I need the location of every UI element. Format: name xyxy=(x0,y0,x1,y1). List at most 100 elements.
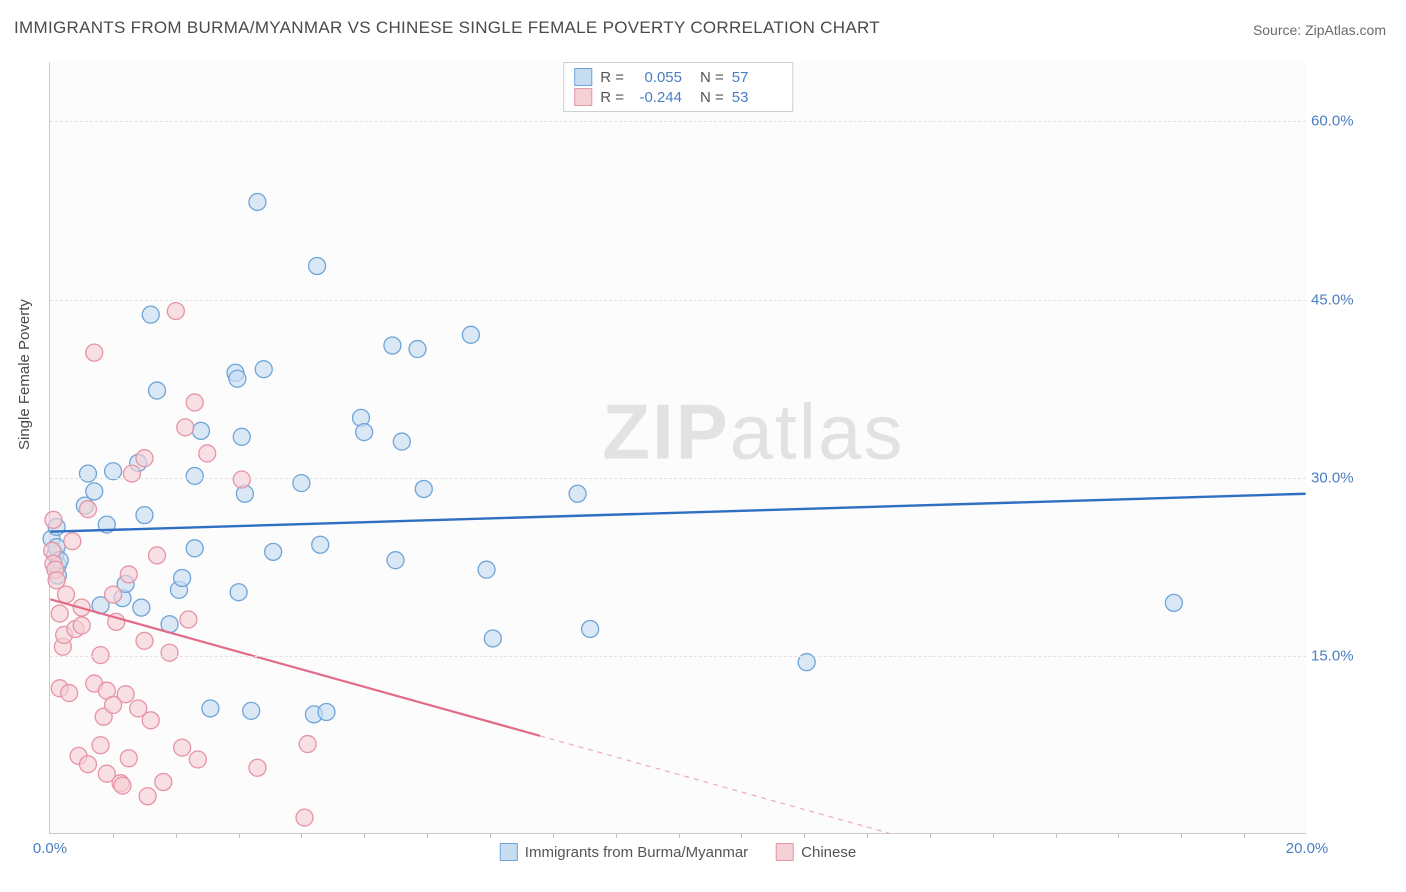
xtick-minor xyxy=(1244,834,1245,838)
data-point xyxy=(249,759,266,776)
ytick-label: 15.0% xyxy=(1311,647,1366,664)
data-point xyxy=(142,306,159,323)
swatch-blue-2 xyxy=(500,843,518,861)
data-point xyxy=(149,547,166,564)
xtick-minor xyxy=(616,834,617,838)
data-point xyxy=(161,644,178,661)
data-point xyxy=(265,543,282,560)
data-point xyxy=(233,428,250,445)
data-point xyxy=(229,370,246,387)
data-point xyxy=(136,450,153,467)
data-point xyxy=(478,561,495,578)
xtick-minor xyxy=(993,834,994,838)
legend-r-label-2: R = xyxy=(600,89,624,106)
legend-n-label: N = xyxy=(700,69,724,86)
data-point xyxy=(243,702,260,719)
y-axis-title: Single Female Poverty xyxy=(16,299,33,450)
data-point xyxy=(155,774,172,791)
xtick-minor xyxy=(427,834,428,838)
data-point xyxy=(249,193,266,210)
data-point xyxy=(114,777,131,794)
data-point xyxy=(569,485,586,502)
data-point xyxy=(202,700,219,717)
xtick-minor xyxy=(364,834,365,838)
xtick-minor xyxy=(930,834,931,838)
data-point xyxy=(64,533,81,550)
data-point xyxy=(484,630,501,647)
data-point xyxy=(86,344,103,361)
data-point xyxy=(299,736,316,753)
legend-item-blue: Immigrants from Burma/Myanmar xyxy=(500,843,748,861)
ytick-label: 60.0% xyxy=(1311,113,1366,130)
data-point xyxy=(415,481,432,498)
data-point xyxy=(86,483,103,500)
xtick-minor xyxy=(113,834,114,838)
ytick-label: 45.0% xyxy=(1311,291,1366,308)
data-point xyxy=(177,419,194,436)
gridline xyxy=(50,656,1306,657)
data-point xyxy=(79,501,96,518)
xtick-minor xyxy=(1181,834,1182,838)
xtick-minor xyxy=(1056,834,1057,838)
legend-r-label: R = xyxy=(600,69,624,86)
gridline xyxy=(50,300,1306,301)
data-point xyxy=(230,584,247,601)
xtick-minor xyxy=(553,834,554,838)
xtick-minor xyxy=(867,834,868,838)
data-point xyxy=(51,605,68,622)
xtick-minor xyxy=(1118,834,1119,838)
data-point xyxy=(136,632,153,649)
xtick-minor xyxy=(679,834,680,838)
swatch-pink xyxy=(574,88,592,106)
data-point xyxy=(167,303,184,320)
trend-line xyxy=(50,599,540,735)
plot-area: ZIPatlas R = 0.055 N = 57 R = -0.244 N =… xyxy=(49,62,1306,834)
data-point xyxy=(462,326,479,343)
xtick-minor xyxy=(490,834,491,838)
legend-n-blue: 57 xyxy=(732,69,782,86)
legend-label-blue: Immigrants from Burma/Myanmar xyxy=(525,844,748,861)
data-point xyxy=(393,433,410,450)
series-legend: Immigrants from Burma/Myanmar Chinese xyxy=(500,843,856,861)
data-point xyxy=(149,382,166,399)
chart-title: IMMIGRANTS FROM BURMA/MYANMAR VS CHINESE… xyxy=(14,18,880,38)
data-point xyxy=(120,750,137,767)
legend-row-pink: R = -0.244 N = 53 xyxy=(574,87,782,107)
data-point xyxy=(192,422,209,439)
data-point xyxy=(186,467,203,484)
xtick-minor xyxy=(804,834,805,838)
data-point xyxy=(255,361,272,378)
data-point xyxy=(105,586,122,603)
xtick-minor xyxy=(301,834,302,838)
legend-r-blue: 0.055 xyxy=(632,69,682,86)
data-point xyxy=(186,394,203,411)
correlation-legend: R = 0.055 N = 57 R = -0.244 N = 53 xyxy=(563,62,793,112)
data-point xyxy=(136,507,153,524)
data-point xyxy=(120,566,137,583)
data-point xyxy=(309,258,326,275)
data-point xyxy=(582,620,599,637)
data-point xyxy=(123,465,140,482)
swatch-blue xyxy=(574,68,592,86)
data-point xyxy=(58,586,75,603)
data-point xyxy=(79,756,96,773)
data-point xyxy=(387,552,404,569)
data-point xyxy=(186,540,203,557)
xtick-label: 20.0% xyxy=(1286,840,1329,857)
data-point xyxy=(409,341,426,358)
xtick-minor xyxy=(239,834,240,838)
data-point xyxy=(61,685,78,702)
scatter-svg xyxy=(50,62,1306,833)
data-point xyxy=(174,569,191,586)
data-point xyxy=(142,712,159,729)
trend-line-dashed xyxy=(540,736,889,833)
data-point xyxy=(199,445,216,462)
legend-row-blue: R = 0.055 N = 57 xyxy=(574,67,782,87)
data-point xyxy=(73,617,90,634)
xtick-minor xyxy=(176,834,177,838)
xtick-minor xyxy=(741,834,742,838)
data-point xyxy=(296,809,313,826)
legend-item-pink: Chinese xyxy=(776,843,856,861)
data-point xyxy=(174,739,191,756)
legend-label-pink: Chinese xyxy=(801,844,856,861)
